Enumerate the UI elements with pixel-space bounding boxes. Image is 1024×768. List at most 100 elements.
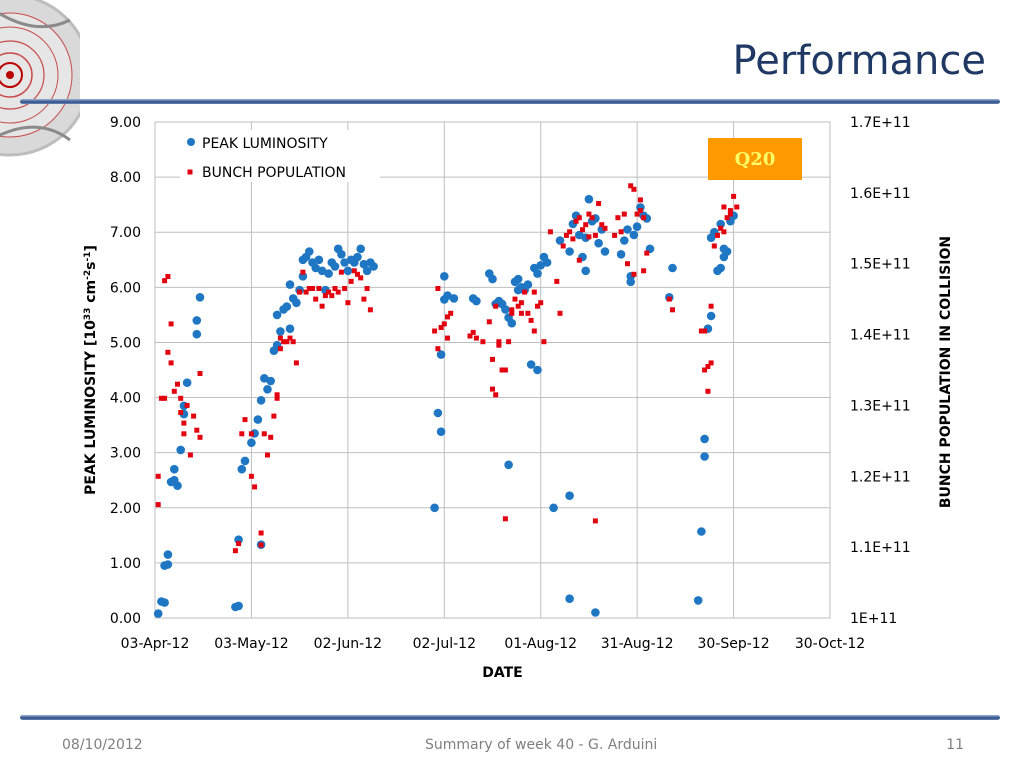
luminosity-point	[237, 464, 247, 474]
bunch-population-point	[596, 201, 602, 206]
bunch-population-point	[567, 229, 573, 235]
bunch-population-point	[502, 367, 508, 373]
y-left-label-text: cm	[83, 280, 99, 308]
luminosity-point	[542, 258, 552, 267]
bunch-population-point	[621, 211, 627, 217]
bunch-population-point	[258, 530, 264, 536]
x-axis-label: DATE	[482, 665, 522, 681]
x-tick-label: 30-Sep-12	[698, 636, 770, 652]
bunch-population-point	[721, 229, 727, 235]
bunch-population-point	[438, 325, 444, 330]
bunch-population-point	[432, 328, 438, 334]
bunch-population-point	[303, 289, 309, 295]
luminosity-point	[282, 302, 292, 311]
bunch-population-point	[644, 250, 650, 256]
bunch-population-point	[576, 215, 582, 221]
y-left-tick-label: 5.00	[110, 335, 141, 351]
bunch-population-point	[293, 360, 299, 366]
luminosity-point	[526, 360, 536, 369]
bunch-population-point	[702, 328, 708, 334]
bunch-population-point	[277, 346, 283, 352]
bunch-population-point	[287, 335, 293, 341]
luminosity-point	[192, 329, 202, 339]
luminosity-point	[697, 527, 706, 536]
bunch-population-point	[560, 243, 566, 249]
y-left-tick-label: 2.00	[110, 501, 141, 517]
bunch-population-point	[274, 395, 280, 401]
bunch-population-point	[496, 342, 502, 348]
bunch-population-point	[155, 473, 161, 479]
luminosity-point	[195, 293, 205, 302]
luminosity-point	[668, 263, 677, 273]
luminosity-point	[533, 365, 542, 375]
bunch-population-point	[271, 413, 277, 419]
bunch-population-point	[708, 360, 714, 366]
bunch-population-point	[361, 296, 367, 302]
bunch-population-point	[554, 278, 560, 284]
bunch-population-point	[297, 289, 303, 295]
bunch-population-point	[670, 307, 675, 313]
bunch-population-point	[232, 548, 238, 554]
bunch-population-point	[435, 286, 441, 291]
luminosity-point	[449, 294, 459, 303]
bunch-population-point	[592, 232, 598, 238]
bunch-population-point	[612, 232, 618, 238]
bunch-population-point	[274, 392, 280, 398]
bunch-population-point	[727, 211, 733, 217]
bunch-population-point	[583, 222, 589, 228]
footer-date: 08/10/2012	[62, 737, 143, 753]
bunch-population-point	[162, 278, 168, 284]
luminosity-point	[356, 244, 366, 254]
bunch-population-point	[265, 452, 270, 458]
bunch-population-point	[162, 395, 168, 401]
luminosity-point	[359, 259, 369, 269]
bunch-population-point	[531, 289, 537, 295]
luminosity-point	[549, 503, 558, 513]
bunch-population-point	[715, 232, 720, 238]
luminosity-point	[436, 350, 446, 359]
bunch-population-point	[615, 215, 621, 221]
luminosity-point	[632, 222, 642, 231]
bunch-population-point	[155, 502, 161, 508]
bunch-population-point	[718, 225, 724, 231]
bunch-population-point	[499, 367, 505, 373]
bunch-population-point	[625, 261, 630, 267]
bunch-population-point	[563, 232, 569, 238]
bunch-population-point	[531, 328, 537, 334]
luminosity-point	[163, 560, 173, 569]
y-left-tick-label: 9.00	[110, 115, 141, 131]
luminosity-point	[488, 274, 497, 284]
bunch-population-point	[727, 208, 733, 214]
bunch-population-point	[518, 300, 524, 306]
x-tick-label: 31-Aug-12	[601, 636, 674, 652]
bunch-population-point	[637, 197, 643, 203]
bunch-population-point	[242, 417, 248, 423]
luminosity-point	[513, 274, 523, 284]
luminosity-point	[700, 452, 709, 461]
bunch-population-point	[628, 183, 634, 189]
luminosity-point	[247, 438, 256, 448]
bunch-population-point	[181, 420, 187, 426]
plot-area	[154, 121, 831, 619]
bunch-population-point	[480, 339, 486, 345]
x-tick-label: 03-May-12	[214, 636, 288, 652]
luminosity-point	[706, 311, 716, 321]
bunch-population-point	[248, 431, 254, 437]
bunch-population-point	[194, 427, 200, 433]
luminosity-point	[369, 262, 378, 271]
bunch-population-point	[535, 303, 540, 309]
luminosity-point	[594, 238, 603, 248]
bunch-population-point	[634, 211, 640, 217]
bunch-population-point	[448, 310, 454, 316]
page-number: 11	[946, 737, 964, 753]
x-tick-label: 30-Oct-12	[795, 636, 865, 652]
luminosity-point	[362, 266, 372, 276]
luminosity-point	[353, 252, 362, 262]
luminosity-point	[507, 318, 517, 328]
bunch-population-point	[329, 293, 335, 299]
bunch-population-point	[490, 386, 495, 392]
bunch-population-point	[171, 388, 177, 394]
luminosity-point	[616, 250, 626, 259]
luminosity-point	[501, 305, 510, 314]
bunch-population-point	[268, 434, 274, 440]
